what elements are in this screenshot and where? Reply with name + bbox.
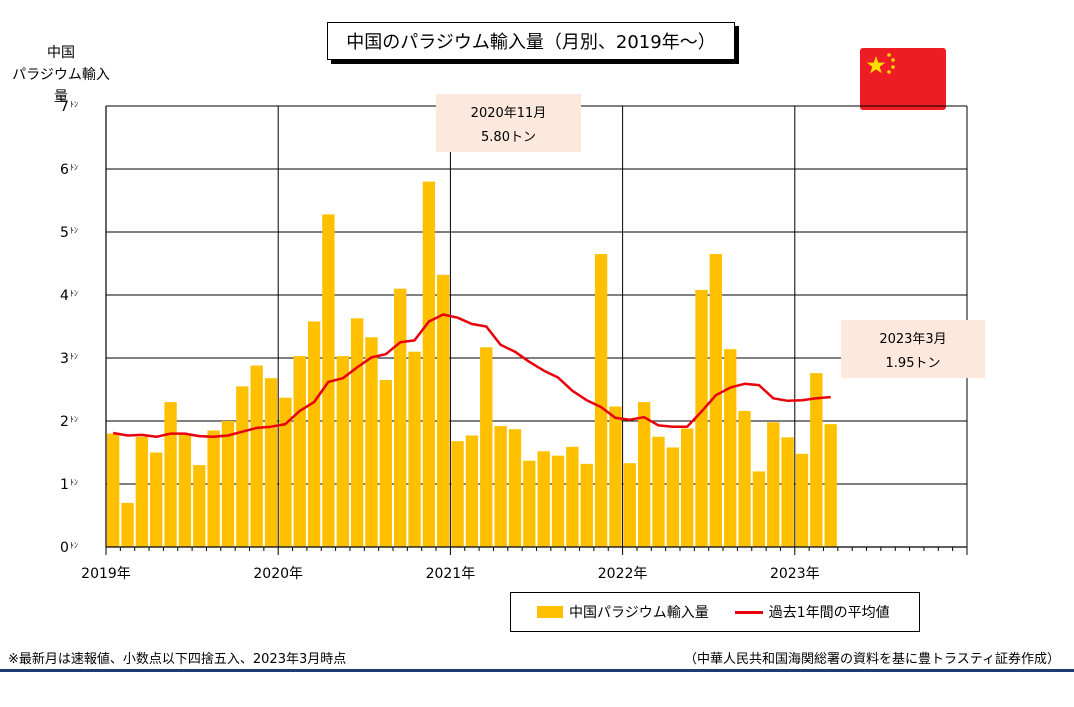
y-axis-label-line2: パラジウム輸入量: [12, 67, 110, 105]
y-tick-label: 2: [60, 414, 69, 430]
y-tick-label: 1: [60, 477, 69, 493]
y-tick-label: 4: [60, 288, 69, 304]
bar-2023-02: [810, 373, 823, 547]
bar-2021-09: [566, 446, 579, 547]
legend-item-bar: 中国パラジウム輸入量: [537, 602, 709, 622]
bar-2020-03: [307, 321, 321, 547]
bar-2022-11: [767, 422, 780, 547]
y-tick-unit: ﾄﾝ: [70, 478, 78, 487]
callout-peak-date: 2020年11月: [470, 106, 547, 121]
bar-2019-02: [121, 502, 134, 547]
y-tick-label: 3: [60, 351, 69, 367]
bar-2022-09: [738, 410, 751, 547]
y-tick-label: 0: [60, 540, 69, 556]
x-tick-label: 2020年: [253, 566, 303, 582]
bar-2021-12: [609, 406, 622, 547]
bar-2020-06: [350, 318, 364, 547]
bar-2020-08: [379, 380, 392, 547]
bar-2021-03: [480, 347, 493, 547]
bar-2022-10: [752, 471, 766, 547]
legend-line-label: 過去1年間の平均値: [768, 605, 890, 621]
x-tick-label: 2023年: [770, 566, 820, 582]
callout-peak: 2020年11月 5.80トン: [436, 94, 581, 152]
bar-2023-03: [824, 424, 837, 547]
y-axis-label-line1: 中国: [47, 45, 75, 61]
callout-peak-value: 5.80トン: [481, 130, 536, 145]
footnote-source: （中華人民共和国海関総署の資料を基に豊トラスティ証券作成）: [684, 652, 1060, 667]
legend-bar-label: 中国パラジウム輸入量: [569, 605, 709, 621]
bar-2019-04: [150, 452, 163, 547]
bar-2023-01: [795, 453, 809, 547]
callout-latest-date: 2023年3月: [879, 332, 947, 347]
bar-2022-08: [724, 349, 737, 547]
bar-2022-01: [623, 463, 636, 547]
y-tick-unit: ﾄﾝ: [70, 289, 78, 298]
bar-2021-04: [494, 426, 507, 547]
y-tick-unit: ﾄﾝ: [70, 100, 78, 109]
x-tick-label: 2022年: [598, 566, 648, 582]
bar-2021-07: [537, 451, 550, 547]
bar-2021-11: [594, 254, 608, 548]
bar-2022-07: [709, 254, 723, 548]
callout-latest-value: 1.95トン: [885, 356, 941, 371]
bar-2021-10: [580, 463, 593, 547]
bar-2022-02: [637, 402, 651, 547]
bar-2019-06: [178, 433, 192, 547]
bar-2022-05: [681, 428, 694, 547]
bar-2022-06: [695, 289, 708, 547]
bar-2019-08: [207, 430, 220, 547]
bar-2019-01: [107, 433, 120, 547]
bar-2020-07: [365, 337, 378, 547]
legend-line-swatch: [734, 610, 763, 614]
y-tick-unit: ﾄﾝ: [70, 541, 78, 550]
china-flag-icon: [860, 48, 946, 110]
bottom-rule: [0, 669, 1074, 672]
bar-2020-09: [394, 288, 407, 547]
bar-2021-05: [508, 429, 522, 547]
bar-2020-11: [422, 181, 436, 547]
y-tick-label: 5: [60, 225, 69, 241]
bar-2019-11: [250, 365, 263, 547]
legend-bar-swatch: [537, 606, 563, 618]
y-tick-label: 6: [60, 162, 69, 178]
bar-2019-07: [193, 465, 206, 547]
y-tick-unit: ﾄﾝ: [70, 352, 78, 361]
legend-item-line: 過去1年間の平均値: [734, 602, 890, 622]
y-tick-unit: ﾄﾝ: [70, 163, 78, 172]
bar-2020-05: [336, 356, 349, 547]
chart-legend: 中国パラジウム輸入量 過去1年間の平均値: [510, 592, 920, 632]
y-tick-unit: ﾄﾝ: [70, 226, 78, 235]
bar-2021-08: [551, 455, 565, 547]
bar-2019-05: [164, 402, 177, 547]
bar-2019-03: [135, 436, 149, 547]
bar-2019-12: [264, 378, 278, 547]
bar-2020-01: [279, 397, 292, 547]
chart-title: 中国のパラジウム輸入量（月別、2019年～）: [327, 22, 735, 60]
y-tick-label: 7: [60, 99, 69, 115]
bar-2021-01: [451, 441, 464, 547]
average-line: [112, 313, 831, 439]
x-tick-label: 2021年: [426, 566, 476, 582]
bar-2021-02: [465, 435, 479, 547]
footnote-note: ※最新月は速報値、小数点以下四捨五入、2023年3月時点: [8, 652, 347, 667]
bar-2020-12: [437, 274, 450, 547]
bar-2022-03: [652, 436, 665, 547]
bar-2021-06: [523, 460, 536, 547]
bar-2019-09: [221, 421, 235, 547]
bar-2020-10: [408, 351, 421, 547]
bar-2019-10: [236, 386, 249, 547]
y-axis-label: 中国 パラジウム輸入量: [6, 42, 116, 108]
bar-2022-12: [781, 437, 794, 547]
bar-2022-04: [666, 447, 679, 547]
callout-latest: 2023年3月 1.95トン: [841, 320, 985, 378]
y-tick-unit: ﾄﾝ: [70, 415, 78, 424]
x-tick-label: 2019年: [81, 566, 131, 582]
bar-2020-02: [293, 356, 306, 547]
